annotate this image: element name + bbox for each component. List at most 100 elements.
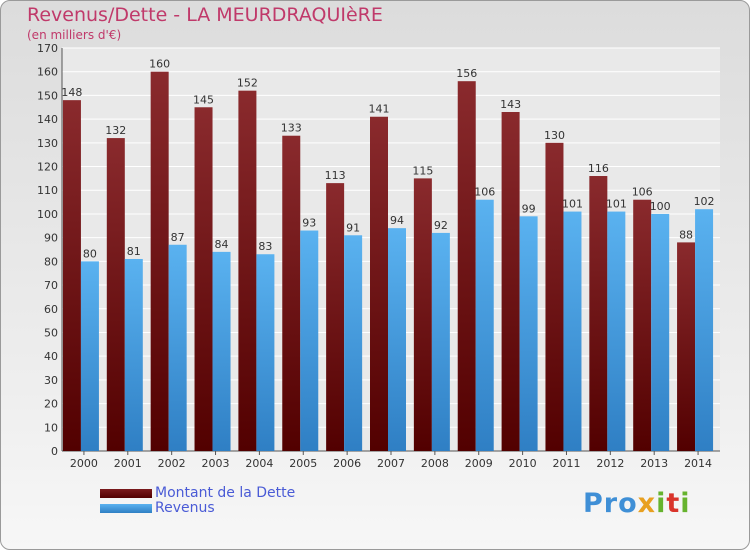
- bar-dette: [545, 142, 564, 451]
- y-tick-label: 50: [44, 326, 58, 339]
- x-tick-label: 2005: [289, 457, 317, 470]
- chart-subtitle: (en milliers d'€): [27, 28, 122, 42]
- data-label-dette: 113: [325, 169, 346, 182]
- y-tick-label: 40: [44, 350, 58, 363]
- data-label-dette: 141: [369, 103, 390, 116]
- bar-dette: [633, 199, 652, 451]
- data-label-revenus: 83: [258, 240, 272, 253]
- data-label-revenus: 99: [522, 202, 536, 215]
- y-tick-label: 90: [44, 232, 58, 245]
- y-tick-label: 20: [44, 398, 58, 411]
- y-tick-label: 160: [37, 66, 58, 79]
- bar-revenus: [256, 254, 275, 451]
- x-tick-label: 2001: [114, 457, 142, 470]
- y-tick-label: 110: [37, 184, 58, 197]
- x-tick-label: 2003: [202, 457, 230, 470]
- data-label-revenus: 81: [127, 245, 141, 258]
- x-tick-label: 2011: [552, 457, 580, 470]
- x-tick-label: 2004: [245, 457, 273, 470]
- y-tick-label: 80: [44, 255, 58, 268]
- data-label-revenus: 91: [346, 221, 360, 234]
- x-tick-label: 2014: [684, 457, 712, 470]
- y-tick-label: 150: [37, 89, 58, 102]
- data-label-revenus: 93: [302, 217, 316, 230]
- bar-dette: [238, 90, 257, 451]
- y-tick-label: 140: [37, 113, 58, 126]
- bar-revenus: [344, 235, 363, 451]
- y-tick-label: 130: [37, 137, 58, 150]
- legend-swatch-dette: [100, 489, 152, 498]
- data-label-dette: 133: [281, 122, 302, 135]
- y-tick-label: 170: [37, 42, 58, 55]
- legend-label-dette: Montant de la Dette: [155, 485, 296, 501]
- bar-revenus: [168, 244, 187, 451]
- x-tick-label: 2013: [640, 457, 668, 470]
- bar-dette: [106, 138, 125, 452]
- data-label-dette: 143: [500, 98, 521, 111]
- bar-dette: [413, 178, 432, 451]
- data-label-revenus: 80: [83, 247, 97, 260]
- legend-label-revenus: Revenus: [155, 500, 215, 516]
- x-tick-label: 2012: [596, 457, 624, 470]
- bar-revenus: [212, 251, 231, 451]
- data-label-revenus: 101: [606, 198, 627, 211]
- bar-dette: [589, 176, 608, 451]
- data-label-revenus: 87: [171, 231, 185, 244]
- y-tick-label: 0: [51, 445, 58, 458]
- bar-revenus: [431, 232, 450, 451]
- data-label-dette: 132: [105, 124, 126, 137]
- x-tick-label: 2002: [158, 457, 186, 470]
- bar-dette: [326, 183, 345, 451]
- data-label-revenus: 106: [474, 186, 495, 199]
- data-label-dette: 145: [193, 93, 214, 106]
- bar-revenus: [475, 199, 494, 451]
- x-tick-label: 2009: [465, 457, 493, 470]
- data-label-dette: 88: [679, 228, 693, 241]
- data-label-dette: 106: [632, 186, 653, 199]
- data-label-revenus: 101: [562, 198, 583, 211]
- y-tick-label: 60: [44, 303, 58, 316]
- bar-dette: [150, 71, 169, 452]
- y-tick-label: 100: [37, 208, 58, 221]
- bar-dette: [501, 112, 520, 451]
- bar-dette: [282, 135, 301, 451]
- y-tick-label: 70: [44, 279, 58, 292]
- data-label-revenus: 84: [215, 238, 229, 251]
- bar-revenus: [651, 213, 670, 451]
- bar-revenus: [563, 211, 582, 451]
- bar-revenus: [519, 216, 538, 451]
- data-label-revenus: 102: [694, 195, 715, 208]
- bar-dette: [677, 242, 696, 451]
- data-label-dette: 130: [544, 129, 565, 142]
- bar-revenus: [607, 211, 626, 451]
- x-tick-label: 2010: [509, 457, 537, 470]
- data-label-revenus: 94: [390, 214, 404, 227]
- proxiti-logo: Proxiti: [583, 488, 691, 519]
- x-tick-label: 2008: [421, 457, 449, 470]
- legend-swatch-revenus: [100, 504, 152, 513]
- bar-dette: [457, 81, 476, 451]
- data-label-dette: 116: [588, 162, 609, 175]
- bar-dette: [62, 100, 81, 451]
- x-tick-label: 2006: [333, 457, 361, 470]
- data-label-dette: 160: [149, 58, 170, 71]
- bar-revenus: [80, 261, 99, 451]
- y-tick-label: 30: [44, 374, 58, 387]
- bar-revenus: [388, 228, 406, 451]
- data-label-dette: 115: [412, 164, 433, 177]
- chart-title: Revenus/Dette - LA MEURDRAQUIèRE: [27, 4, 383, 26]
- y-tick-label: 10: [44, 421, 58, 434]
- bar-revenus: [124, 258, 143, 451]
- data-label-dette: 148: [61, 86, 82, 99]
- bar-dette: [194, 107, 213, 451]
- data-label-revenus: 92: [434, 219, 448, 232]
- x-tick-label: 2000: [70, 457, 98, 470]
- bar-dette: [370, 116, 388, 451]
- bar-revenus: [695, 209, 714, 451]
- data-label-revenus: 100: [650, 200, 671, 213]
- data-label-dette: 156: [456, 67, 477, 80]
- bar-revenus: [300, 230, 319, 451]
- x-tick-label: 2007: [377, 457, 405, 470]
- y-tick-label: 120: [37, 161, 58, 174]
